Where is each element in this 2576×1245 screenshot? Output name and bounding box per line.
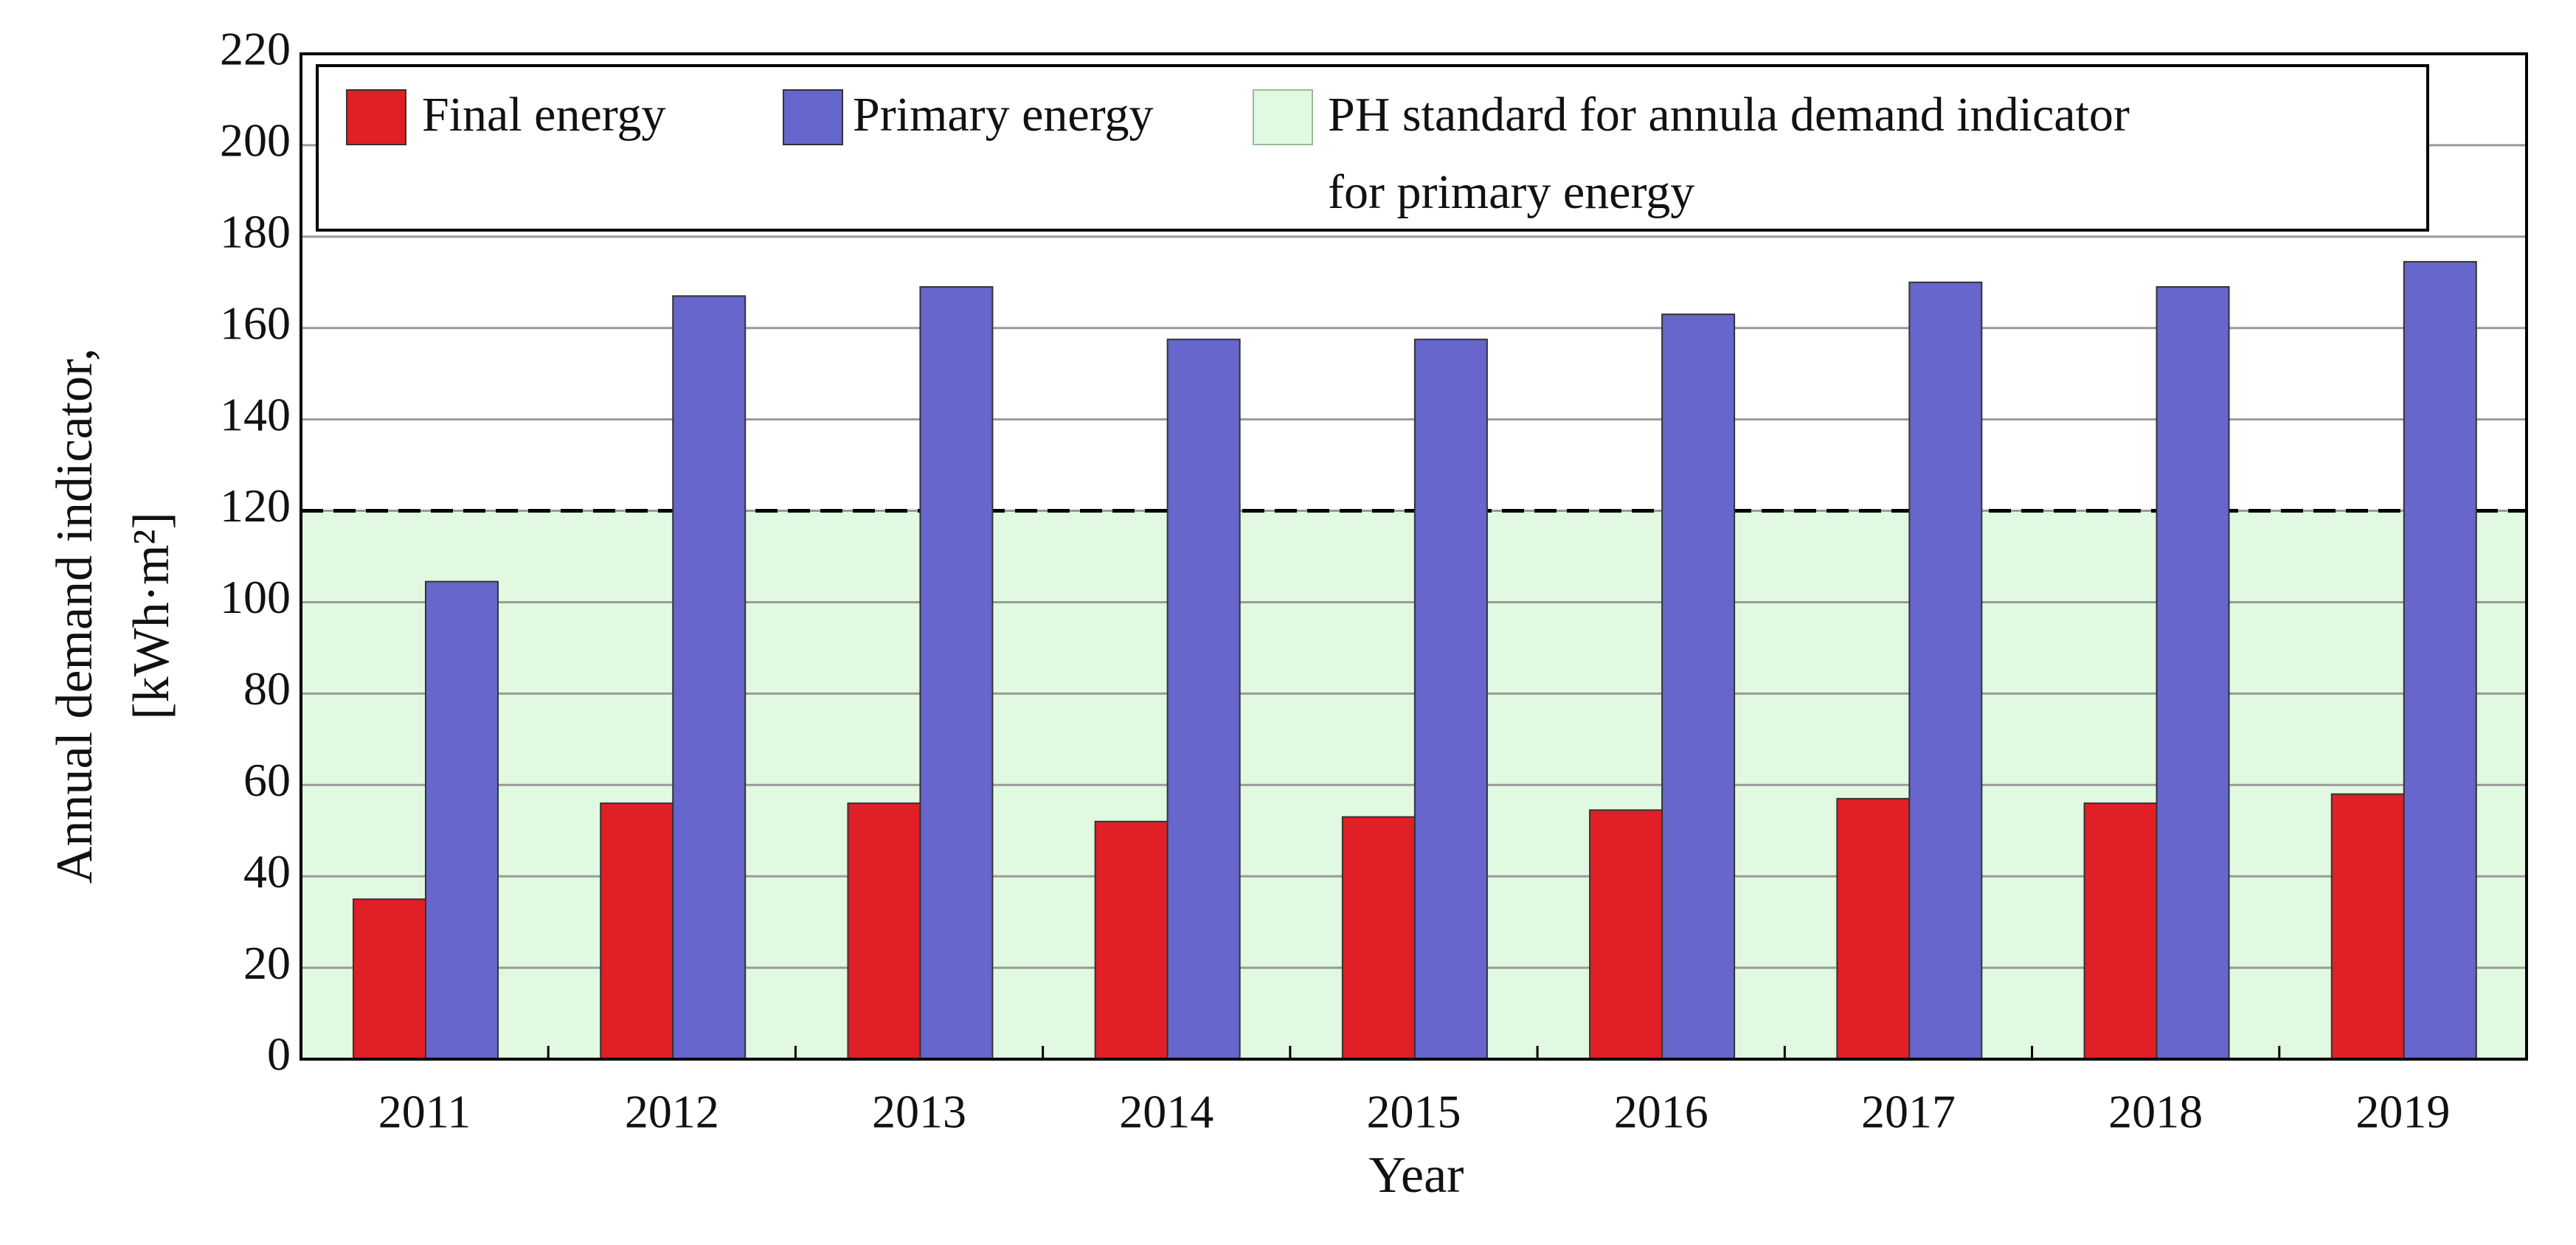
y-tick-label: 80 xyxy=(243,662,291,715)
bar xyxy=(600,802,674,1061)
y-tick-label: 160 xyxy=(220,296,291,349)
bar xyxy=(1166,339,1241,1061)
y-tick-label: 140 xyxy=(220,388,291,440)
bar xyxy=(2403,260,2477,1060)
y-axis-title: Annual demand indicator, xyxy=(46,348,103,884)
bar xyxy=(1413,339,1488,1061)
legend-label: for primary energy xyxy=(1328,165,1694,219)
x-tick-label: 2019 xyxy=(2355,1086,2450,1138)
y-tick-label: 100 xyxy=(220,571,291,623)
y-tick-label: 120 xyxy=(220,479,291,532)
legend-swatch xyxy=(1253,89,1313,145)
bar xyxy=(2083,802,2158,1061)
y-tick-label: 20 xyxy=(243,937,291,989)
x-tick-label: 2011 xyxy=(378,1086,471,1138)
y-tick-label: 200 xyxy=(220,114,291,167)
legend-box xyxy=(316,64,2429,232)
x-axis-title: Year xyxy=(1369,1147,1464,1204)
plot-frame xyxy=(300,52,2528,1061)
x-tick-label: 2013 xyxy=(872,1086,966,1138)
y-tick-label: 40 xyxy=(243,845,291,898)
x-tick-label: 2016 xyxy=(1614,1086,1708,1138)
bar xyxy=(1341,816,1416,1060)
bar xyxy=(919,285,994,1061)
bar xyxy=(1661,313,1736,1060)
y-tick-label: 220 xyxy=(220,23,291,75)
y-tick-label: 60 xyxy=(243,754,291,806)
bar xyxy=(353,898,426,1060)
x-tick-label: 2017 xyxy=(1861,1086,1956,1138)
legend-label: Final energy xyxy=(422,88,666,142)
bar xyxy=(2156,285,2230,1061)
legend-swatch xyxy=(783,89,843,145)
legend-label: Primary energy xyxy=(853,88,1154,142)
x-tick-label: 2014 xyxy=(1119,1086,1213,1138)
y-tick-label: 0 xyxy=(267,1028,291,1081)
bar xyxy=(425,580,499,1060)
bar xyxy=(1908,281,1983,1061)
x-tick-label: 2012 xyxy=(625,1086,719,1138)
legend-label: PH standard for annula demand indicator xyxy=(1328,88,2130,142)
x-tick-label: 2015 xyxy=(1367,1086,1461,1138)
x-tick-label: 2018 xyxy=(2108,1086,2203,1138)
bar xyxy=(1589,809,1663,1061)
legend-swatch xyxy=(346,89,406,145)
bar xyxy=(847,802,921,1061)
bar xyxy=(2330,793,2405,1061)
bar xyxy=(1836,797,1911,1061)
bar xyxy=(672,295,747,1060)
y-tick-label: 180 xyxy=(220,206,291,258)
y-axis-title: [kWh·m²] xyxy=(123,512,180,719)
bar xyxy=(1094,820,1168,1060)
